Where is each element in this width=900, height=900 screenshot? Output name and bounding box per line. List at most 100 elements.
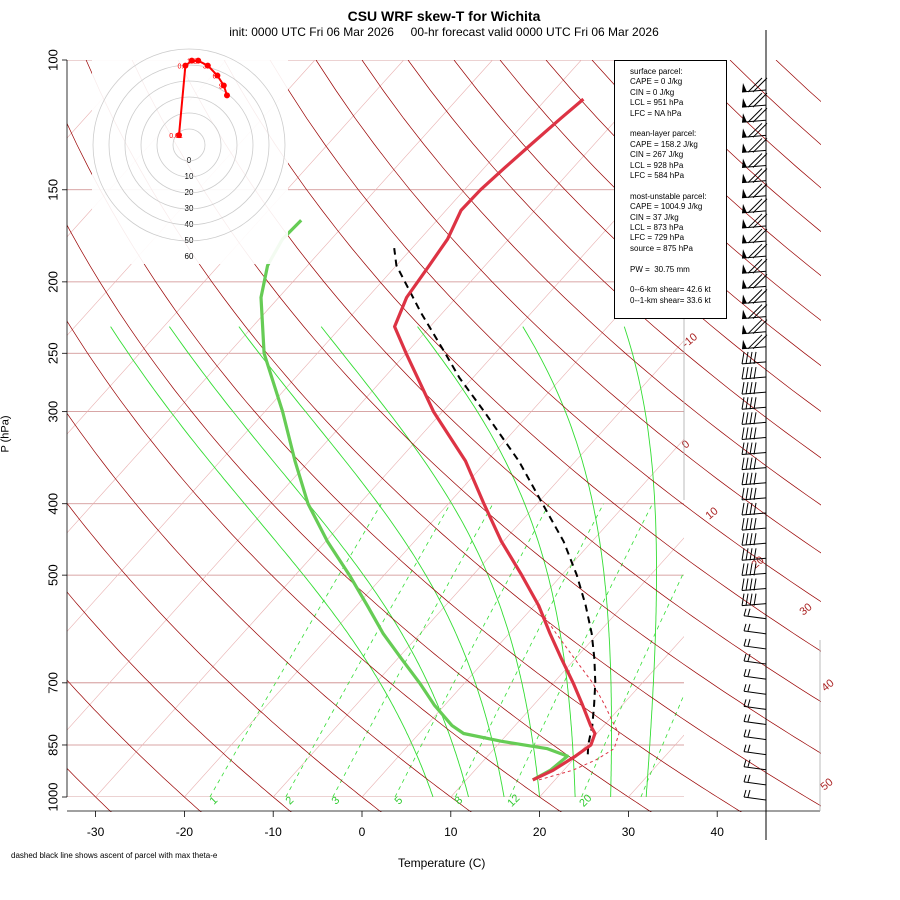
footnote: dashed black line shows ascent of parcel… — [11, 851, 218, 860]
wind-barb — [741, 153, 768, 169]
wind-barb — [743, 699, 767, 710]
wind-barb-feather — [743, 774, 747, 783]
wind-barb — [741, 107, 768, 123]
wind-barb-shaft — [743, 781, 767, 786]
x-tick-label: 10 — [444, 825, 458, 839]
wind-barb-feather — [745, 366, 749, 380]
info-line: CIN = 0 J/kg — [630, 87, 675, 97]
surface-parcel-group: surface parcel: CAPE = 0 J/kg CIN = 0 J/… — [630, 67, 726, 119]
wind-barb-pennant — [742, 309, 747, 319]
wind-barb-shaft — [743, 690, 767, 695]
wind-barb-feather — [743, 744, 747, 752]
y-tick-label: 300 — [45, 401, 60, 423]
isotherm-line — [272, 340, 684, 797]
info-line: mean-layer parcel: — [630, 129, 697, 139]
wind-barb-feather — [753, 442, 757, 455]
hodograph-ring-label: 20 — [185, 188, 194, 197]
mixing-ratio-line — [209, 503, 382, 797]
wind-barb-feather — [747, 213, 763, 229]
wind-barb-feather — [753, 593, 757, 606]
wind-barb-feather — [752, 319, 768, 335]
wind-barb — [743, 774, 767, 786]
wind-barb-shaft — [743, 645, 767, 650]
x-tick-label: 0 — [359, 825, 366, 839]
wind-barb-pennant — [742, 113, 747, 123]
wind-barb-feather — [753, 518, 757, 531]
moist-adiabat-line — [623, 326, 657, 797]
wind-barb-feather — [749, 351, 753, 364]
dry-adiabat-line — [131, 60, 821, 754]
y-tick-label: 100 — [45, 49, 60, 71]
moist-adiabat-line — [110, 326, 434, 797]
wind-barb-feather — [752, 107, 768, 123]
info-line: LFC = NA hPa — [630, 108, 682, 118]
hodograph-point — [220, 82, 227, 89]
hodograph-ring — [172, 128, 206, 162]
wind-barb-feather — [752, 198, 768, 214]
wind-barb-feather — [747, 319, 763, 335]
wind-barb-feather — [741, 351, 745, 364]
wind-barb-pennant — [742, 279, 747, 289]
wind-barb-feather — [752, 122, 768, 138]
hodograph-ring-label: 60 — [185, 252, 194, 261]
hodograph-ring — [156, 112, 222, 178]
wind-barb-feather — [749, 412, 753, 425]
wind-barb-feather — [747, 653, 751, 662]
wind-barb-feather — [745, 442, 749, 455]
mixing-ratio-line — [332, 503, 494, 797]
isotherm-line — [539, 636, 684, 797]
wind-barb-feather — [747, 258, 763, 274]
wind-barb-feather — [747, 228, 763, 244]
mixing-ratio-label: 5 — [392, 794, 405, 807]
x-tick-label: 20 — [533, 825, 547, 839]
wind-barb-feather — [752, 77, 768, 93]
dry-adiabat-line — [223, 60, 821, 652]
wind-barb-feather — [747, 304, 763, 319]
wind-barb — [741, 518, 767, 531]
wind-barb-pennant — [742, 83, 747, 92]
info-line: PW = 30.75 mm — [630, 264, 690, 274]
dry-adiabat-line — [407, 60, 821, 459]
wind-barb-feather — [741, 487, 745, 500]
info-line: CIN = 267 J/kg — [630, 150, 684, 160]
isotherm-line — [717, 60, 900, 797]
wind-barb-feather — [753, 412, 757, 425]
wind-barb-feather — [747, 243, 763, 259]
wind-barb-feather — [745, 487, 749, 500]
wind-barb-shaft — [743, 751, 767, 756]
wind-barb-feather — [747, 334, 763, 350]
wind-barb-feather — [752, 138, 768, 153]
wind-barb-feather — [752, 228, 768, 244]
x-tick-label: 30 — [622, 825, 636, 839]
info-line: LCL = 873 hPa — [630, 223, 684, 233]
wind-barb-feather — [749, 533, 753, 546]
hodograph-point-label: 6 — [212, 74, 216, 81]
wind-barb-feather — [741, 457, 745, 470]
isotherm-label: 30 — [798, 601, 815, 618]
wind-barb — [741, 397, 767, 410]
wind-barb-feather — [752, 289, 768, 304]
wind-barb-feather — [747, 729, 751, 737]
info-line: LFC = 584 hPa — [630, 171, 685, 181]
wind-barb-feather — [747, 789, 751, 798]
wind-barb — [741, 183, 768, 199]
wind-barb-feather — [741, 578, 745, 591]
wind-barb-feather — [752, 168, 768, 183]
isotherm-line — [67, 60, 493, 534]
wind-barb-feather — [752, 304, 768, 319]
wind-barb — [743, 623, 767, 635]
wind-barb — [741, 412, 767, 425]
wind-barb — [741, 427, 767, 440]
wind-barb — [741, 472, 767, 486]
wind-barb-feather — [747, 774, 751, 783]
wind-barb-feather — [753, 487, 757, 500]
wind-barb-feather — [747, 77, 763, 93]
wind-barb-pennant — [742, 294, 747, 304]
wind-barb — [741, 351, 767, 365]
mixing-ratio-label: 12 — [505, 792, 522, 809]
wind-barb-feather — [747, 608, 751, 616]
wind-barb-feather — [747, 289, 763, 304]
isotherm-line — [450, 537, 684, 797]
wind-barb-feather — [753, 563, 757, 576]
y-tick-label: 1000 — [45, 783, 60, 812]
